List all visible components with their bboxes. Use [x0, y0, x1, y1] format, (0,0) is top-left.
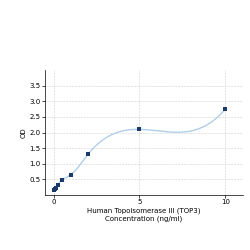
Point — [54, 186, 58, 190]
Point — [138, 128, 141, 132]
X-axis label: Human Topoisomerase III (TOP3)
Concentration (ng/ml): Human Topoisomerase III (TOP3) Concentra… — [87, 208, 200, 222]
Point — [56, 183, 60, 187]
Point — [223, 107, 227, 111]
Point — [60, 178, 64, 182]
Y-axis label: OD: OD — [21, 127, 27, 138]
Point — [86, 152, 90, 156]
Point — [53, 187, 57, 191]
Point — [69, 173, 73, 177]
Point — [52, 188, 56, 192]
